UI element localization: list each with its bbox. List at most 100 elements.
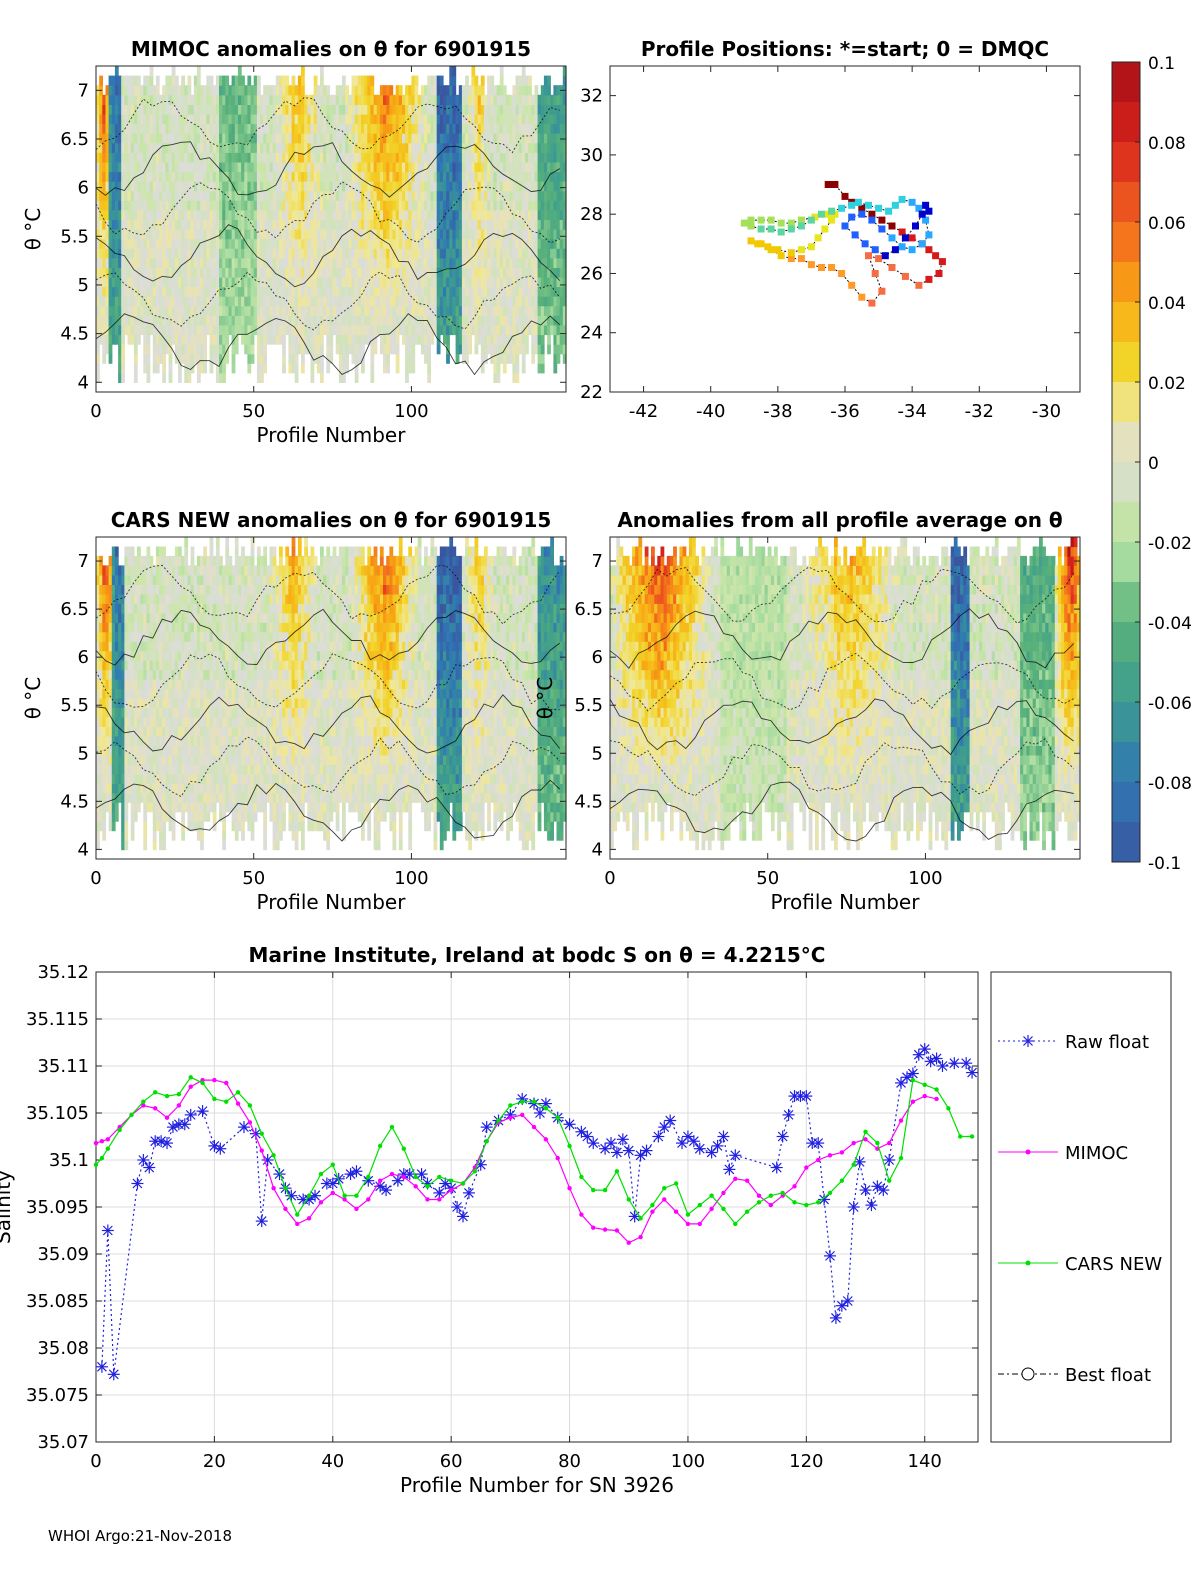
heat-cell (282, 94, 286, 105)
heat-cell (364, 209, 368, 220)
heat-cell (443, 267, 447, 278)
heat-cell (386, 219, 390, 230)
heat-cell (99, 735, 103, 746)
heat-cell (155, 363, 160, 374)
heat-cell (465, 200, 469, 211)
heat-cell (193, 286, 198, 297)
heat-cell (484, 286, 488, 297)
heat-cell (430, 142, 435, 153)
heat-cell (108, 94, 113, 105)
heat-cell (477, 123, 482, 134)
heat-cell (553, 104, 558, 115)
heat-cell (310, 305, 315, 316)
heat-cell (212, 104, 217, 115)
heat-cell (310, 171, 315, 182)
heat-cell (121, 104, 125, 115)
heat-cell (405, 257, 409, 268)
heat-cell (159, 315, 163, 326)
heat-cell (266, 200, 271, 211)
heat-cell (383, 161, 387, 173)
heat-cell (525, 229, 529, 240)
heat-cell (187, 219, 192, 230)
heat-cell (465, 104, 469, 115)
heat-cell (111, 612, 116, 623)
heat-cell (332, 324, 337, 336)
heat-cell (143, 171, 148, 182)
heat-cell (105, 802, 110, 813)
heat-cell (468, 238, 472, 249)
heat-cell (96, 650, 100, 661)
heat-cell (288, 104, 293, 115)
heat-cell (190, 123, 195, 134)
heat-cell (181, 248, 185, 259)
heat-cell (225, 238, 230, 249)
heat-cell (364, 219, 368, 230)
heat-cell (137, 296, 141, 307)
heat-cell (253, 94, 258, 105)
heat-cell (178, 94, 182, 105)
heat-cell (174, 305, 179, 316)
heat-cell (540, 276, 545, 288)
heat-cell (490, 344, 495, 355)
heat-cell (272, 324, 277, 336)
heat-cell (225, 152, 230, 163)
heat-cell (332, 190, 337, 201)
heat-cell (155, 716, 160, 727)
heat-cell (338, 200, 343, 211)
heat-cell (231, 248, 236, 259)
heat-cell (124, 688, 129, 699)
heat-cell (506, 123, 510, 134)
heat-cell (367, 113, 372, 125)
heat-cell (509, 181, 513, 192)
heat-cell (364, 296, 368, 307)
heat-cell (130, 669, 135, 680)
heat-cell (509, 296, 513, 307)
heat-cell (168, 200, 173, 211)
heat-cell (282, 353, 286, 364)
heat-cell (373, 133, 378, 144)
heat-cell (209, 200, 214, 211)
heat-cell (477, 161, 482, 173)
heat-cell (140, 603, 144, 614)
heat-cell (361, 238, 365, 249)
heat-cell (502, 296, 507, 307)
heat-cell (386, 123, 390, 134)
heat-cell (237, 104, 242, 115)
heat-cell (316, 344, 321, 355)
heat-cell (155, 181, 160, 192)
heat-cell (133, 248, 138, 259)
heat-cell (487, 315, 491, 326)
heat-cell (121, 372, 125, 383)
heat-cell (282, 142, 286, 153)
heat-cell (244, 200, 249, 211)
heat-cell (297, 276, 302, 288)
heat-cell (108, 257, 113, 268)
heat-cell (203, 94, 207, 105)
heat-cell (241, 200, 245, 211)
heat-cell (263, 161, 267, 173)
heat-cell (206, 75, 211, 86)
heat-cell (111, 324, 116, 336)
heat-cell (411, 344, 416, 355)
heat-cell (279, 324, 283, 336)
heat-cell (458, 209, 463, 220)
heat-cell (307, 344, 312, 355)
heat-cell (137, 94, 141, 105)
heat-cell (127, 152, 132, 163)
heat-cell (348, 305, 353, 316)
heat-cell (364, 152, 368, 163)
heat-cell (307, 238, 312, 249)
heat-cell (414, 142, 419, 153)
heat-cell (515, 267, 520, 278)
heat-cell (143, 286, 148, 297)
heat-cell (326, 104, 331, 115)
heat-cell (484, 344, 488, 355)
heat-cell (174, 85, 179, 96)
heat-cell (99, 200, 103, 211)
heat-cell (140, 296, 144, 307)
heat-cell (260, 353, 264, 364)
heat-cell (165, 181, 170, 192)
heat-cell (155, 94, 160, 105)
heat-cell (140, 669, 144, 680)
heat-cell (102, 171, 107, 182)
